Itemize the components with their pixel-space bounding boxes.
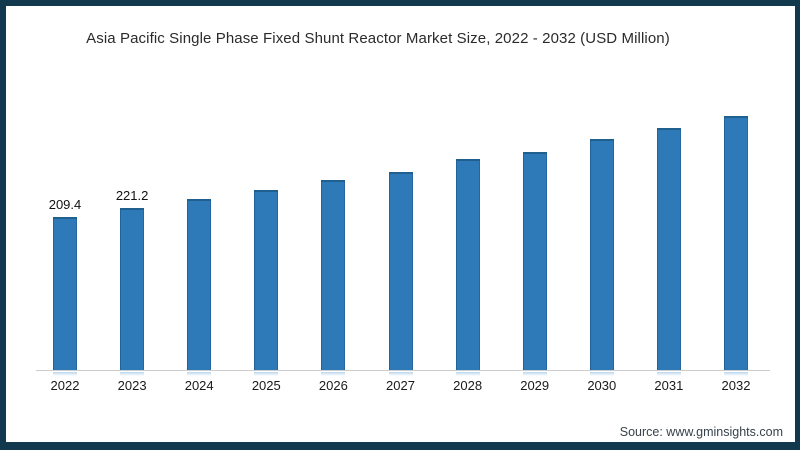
x-tick-2030: 2030 — [587, 378, 617, 393]
x-tick-2025: 2025 — [251, 378, 281, 393]
bar-2032 — [724, 116, 748, 370]
x-tick-2029: 2029 — [520, 378, 550, 393]
source-note: Source: www.gminsights.com — [619, 425, 783, 439]
plot-area: 2022 209.4 2023 221.2 2024 2025 2026 2027 2028 20… — [6, 6, 795, 442]
bar-2025 — [254, 190, 279, 370]
value-label-2022: 209.4 — [48, 197, 82, 212]
bar-2026 — [321, 180, 346, 370]
bar-reflection — [120, 372, 145, 376]
bar-reflection — [589, 372, 614, 376]
chart-title: Asia Pacific Single Phase Fixed Shunt Re… — [86, 30, 670, 47]
bar-reflection — [656, 372, 681, 376]
bar-reflection — [53, 372, 77, 376]
bar-2028 — [455, 159, 480, 370]
x-axis-line — [36, 370, 770, 371]
bar-reflection — [388, 372, 413, 376]
bar-2029 — [522, 152, 547, 370]
x-tick-2023: 2023 — [117, 378, 147, 393]
value-label-2023: 221.2 — [115, 188, 149, 203]
bar-reflection — [455, 372, 480, 376]
x-tick-2032: 2032 — [721, 378, 751, 393]
x-tick-2024: 2024 — [184, 378, 214, 393]
bar-reflection — [254, 372, 279, 376]
bar-reflection — [321, 372, 346, 376]
x-tick-2031: 2031 — [654, 378, 684, 393]
x-tick-2028: 2028 — [453, 378, 483, 393]
bar-reflection — [724, 372, 748, 376]
bar-2027 — [388, 172, 413, 370]
bar-2023 — [120, 208, 145, 370]
bar-reflection — [522, 372, 547, 376]
bar-reflection — [187, 372, 212, 376]
bar-2022 — [53, 217, 77, 370]
x-tick-2022: 2022 — [50, 378, 80, 393]
bar-2031 — [656, 128, 681, 370]
x-tick-2027: 2027 — [386, 378, 415, 393]
x-tick-2026: 2026 — [318, 378, 348, 393]
bar-2024 — [187, 199, 212, 370]
bar-2030 — [589, 139, 614, 370]
